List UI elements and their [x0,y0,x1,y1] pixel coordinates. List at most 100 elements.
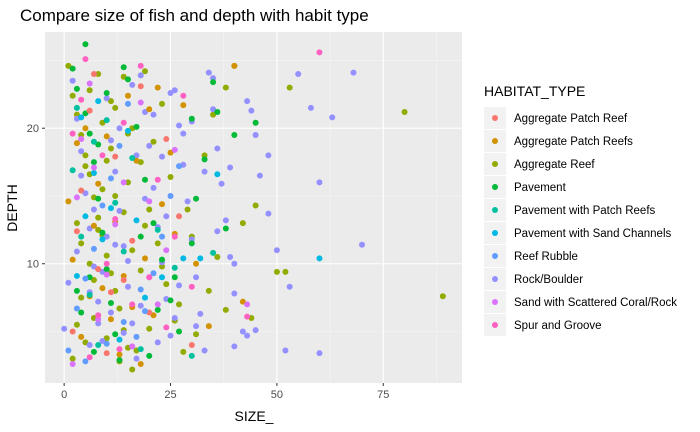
data-point [107,145,114,152]
data-point [124,258,131,265]
data-point [154,339,161,346]
legend-entry: Reef Rubble [484,245,578,267]
data-point [188,342,195,349]
data-point [146,142,153,149]
data-point [73,228,80,235]
data-point [227,253,234,260]
data-point [163,136,170,143]
data-point [193,274,200,281]
data-point [103,350,110,357]
data-point [120,329,127,336]
data-point [86,87,93,94]
legend-swatch [492,322,498,328]
data-point [124,76,131,83]
data-point [239,328,246,335]
data-point [248,107,255,114]
data-point [176,328,183,335]
data-point [231,131,238,138]
data-point [86,354,93,361]
data-point [141,308,148,315]
data-point [214,253,221,260]
data-point [90,159,97,166]
data-point [82,275,89,282]
data-point [73,220,80,227]
data-point [78,96,85,103]
data-point [112,221,119,228]
data-point [78,309,85,316]
data-point [244,332,251,339]
data-point [171,264,178,271]
data-point [171,233,178,240]
data-point [61,325,68,332]
data-point [82,125,89,132]
data-point [65,62,72,69]
data-point [252,119,259,126]
data-point [82,358,89,365]
data-point [82,190,89,197]
data-point [120,179,127,186]
legend-label: Aggregate Reef [514,159,595,171]
data-point [193,260,200,267]
data-point [193,331,200,338]
data-point [78,240,85,247]
data-point [329,114,336,121]
data-point [154,240,161,247]
data-point [401,108,408,115]
legend-swatch [492,276,498,282]
data-point [141,255,148,262]
data-point [129,155,136,162]
data-point [116,207,123,214]
data-point [188,240,195,247]
data-point [214,108,221,115]
data-point [146,274,153,281]
legend-title: HABITAT_TYPE [484,83,585,99]
data-point [124,127,131,134]
data-point [78,233,85,240]
data-point [99,186,106,193]
legend-label: Spur and Groove [514,320,602,332]
y-tick-label: 10 [27,259,39,271]
data-point [150,220,157,227]
data-point [129,320,136,327]
legend: HABITAT_TYPE Aggregate Patch Reef Aggrega… [484,83,677,336]
data-point [69,256,76,263]
data-point [141,176,148,183]
x-axis: 0 25 50 75 [61,383,389,401]
data-point [176,282,183,289]
data-point [231,62,238,69]
data-point [286,84,293,91]
data-point [141,68,148,75]
data-point [163,213,170,220]
data-point [244,98,251,105]
data-point [163,324,170,331]
data-point [222,84,229,91]
data-point [86,291,93,298]
data-point [197,255,204,262]
legend-swatch [492,207,498,213]
data-point [69,77,76,84]
data-point [137,233,144,240]
data-point [214,145,221,152]
data-point [73,194,80,201]
data-point [244,313,251,320]
data-point [103,252,110,259]
legend-entry: Pavement with Sand Channels [484,222,672,244]
chart-title: Compare size of fish and depth with habi… [20,6,369,25]
data-point [154,176,161,183]
data-point [154,301,161,308]
data-point [137,286,144,293]
legend-swatch [492,161,498,167]
data-point [316,49,323,56]
data-point [103,133,110,140]
data-point [103,157,110,164]
legend-entry: Sand with Scattered Coral/Rock [484,291,677,313]
data-point [167,332,174,339]
data-point [120,243,127,250]
x-axis-title: SIZE_ [235,408,274,424]
data-point [112,153,119,160]
data-point [133,152,140,159]
data-point [167,89,174,96]
data-point [193,195,200,202]
data-point [159,256,166,263]
data-point [159,100,166,107]
